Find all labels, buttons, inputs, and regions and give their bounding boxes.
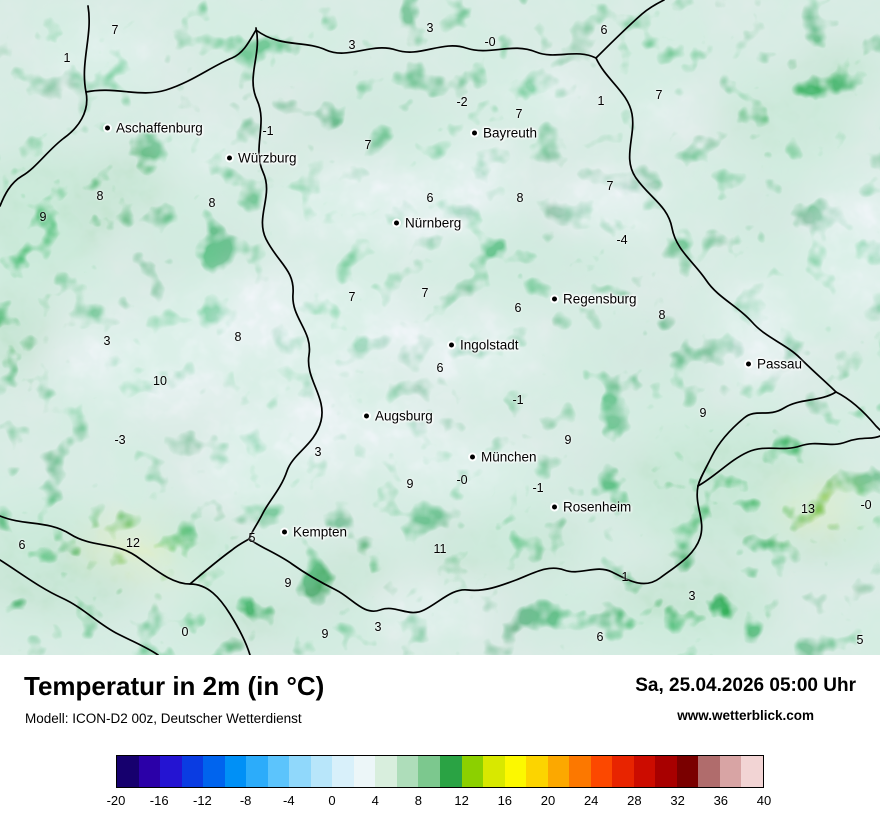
colorbar-segment (224, 756, 247, 787)
legend-panel: Temperatur in 2m (in °C) Modell: ICON-D2… (0, 655, 880, 830)
colorbar-segment (676, 756, 699, 787)
colorbar-segment (138, 756, 161, 787)
colorbar-tick-label: 32 (670, 793, 685, 808)
colorbar-segment (504, 756, 527, 787)
colorbar-segment (633, 756, 656, 787)
colorbar-segment (310, 756, 333, 787)
colorbar-segment (246, 756, 268, 787)
colorbar-tick-label: 20 (540, 793, 556, 808)
colorbar-tick-label: 40 (756, 793, 772, 808)
colorbar-segment (375, 756, 397, 787)
colorbar-segment (117, 756, 139, 787)
colorbar-tick-label: 4 (371, 793, 379, 808)
colorbar-tick-label: 8 (414, 793, 423, 808)
colorbar-segment (590, 756, 613, 787)
colorbar-segment (655, 756, 677, 787)
colorbar-tick-label: 28 (627, 793, 642, 808)
colorbar-tick-label: 36 (713, 793, 729, 808)
colorbar-segment (203, 756, 225, 787)
colorbar-segment (698, 756, 720, 787)
colorbar-tick-label: 24 (583, 793, 599, 808)
colorbar-segment (289, 756, 311, 787)
colorbar-segment (461, 756, 484, 787)
temperature-field (0, 0, 880, 655)
datetime-block: Sa, 25.04.2026 05:00 Uhr www.wetterblick… (635, 675, 856, 723)
weather-map: 7 1 3 3 -0 6 -2 7 1 7 -1 7 8 9 8 6 8 7 -4 7 7 6 8 3 8 6 10 -1 9 -3 3 9 9… (0, 0, 880, 655)
colorbar-segment (439, 756, 462, 787)
website-url: www.wetterblick.com (677, 708, 815, 723)
colorbar: -20 -16 -12 -8 -4 0 4 8 12 16 20 24 28 32 36 40 (107, 755, 772, 815)
colorbar-segment (353, 756, 376, 787)
noise-texture-pale (0, 0, 880, 655)
colorbar-segment (526, 756, 548, 787)
colorbar-segment (569, 756, 591, 787)
colorbar-segment (483, 756, 505, 787)
colorbar-segment (418, 756, 440, 787)
colorbar-scale (116, 755, 764, 788)
colorbar-segment (267, 756, 290, 787)
map-title: Temperatur in 2m (in °C) (24, 671, 325, 701)
colorbar-tick-label: -12 (192, 793, 212, 808)
colorbar-segment (181, 756, 204, 787)
colorbar-tick-label: -4 (283, 793, 295, 808)
colorbar-segment (719, 756, 742, 787)
colorbar-segment (160, 756, 182, 787)
colorbar-segment (332, 756, 354, 787)
colorbar-tick-label: -16 (149, 793, 169, 808)
colorbar-tick-label: -20 (106, 793, 126, 808)
colorbar-segment (612, 756, 634, 787)
colorbar-tick-label: 0 (328, 793, 336, 808)
colorbar-tick-label: 12 (454, 793, 469, 808)
valid-datetime: Sa, 25.04.2026 05:00 Uhr (635, 675, 856, 696)
colorbar-ticks: -20 -16 -12 -8 -4 0 4 8 12 16 20 24 28 32 36 40 (107, 793, 772, 815)
border-lines (0, 0, 880, 655)
colorbar-segment (396, 756, 419, 787)
colorbar-tick-label: -8 (239, 793, 252, 808)
colorbar-segment (547, 756, 570, 787)
colorbar-segment (741, 756, 763, 787)
model-info: Modell: ICON-D2 00z, Deutscher Wetterdie… (25, 711, 302, 726)
colorbar-tick-label: 16 (497, 793, 513, 808)
